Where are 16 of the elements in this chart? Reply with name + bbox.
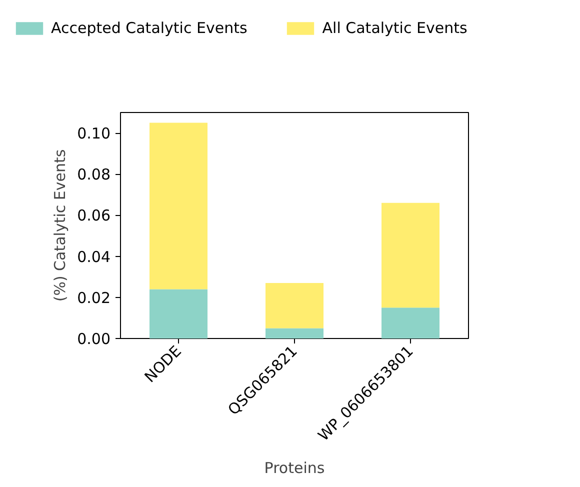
- y-tick-label: 0.08: [77, 166, 111, 184]
- y-tick-label: 0.06: [77, 206, 111, 225]
- bar: [382, 308, 440, 338]
- y-tick-label: 0.00: [77, 330, 111, 348]
- legend-label: Accepted Catalytic Events: [51, 19, 248, 37]
- bar: [266, 283, 324, 328]
- y-axis-title: (%) Catalytic Events: [51, 149, 70, 302]
- bar: [266, 328, 324, 338]
- legend-label: All Catalytic Events: [322, 19, 468, 37]
- y-tick-label: 0.02: [77, 288, 111, 307]
- y-tick-label: 0.04: [77, 248, 111, 266]
- y-tick-label: 0.10: [77, 124, 111, 143]
- bar: [382, 202, 440, 308]
- bar: [150, 289, 208, 338]
- bar: [150, 122, 208, 290]
- x-axis-title: Proteins: [264, 458, 325, 477]
